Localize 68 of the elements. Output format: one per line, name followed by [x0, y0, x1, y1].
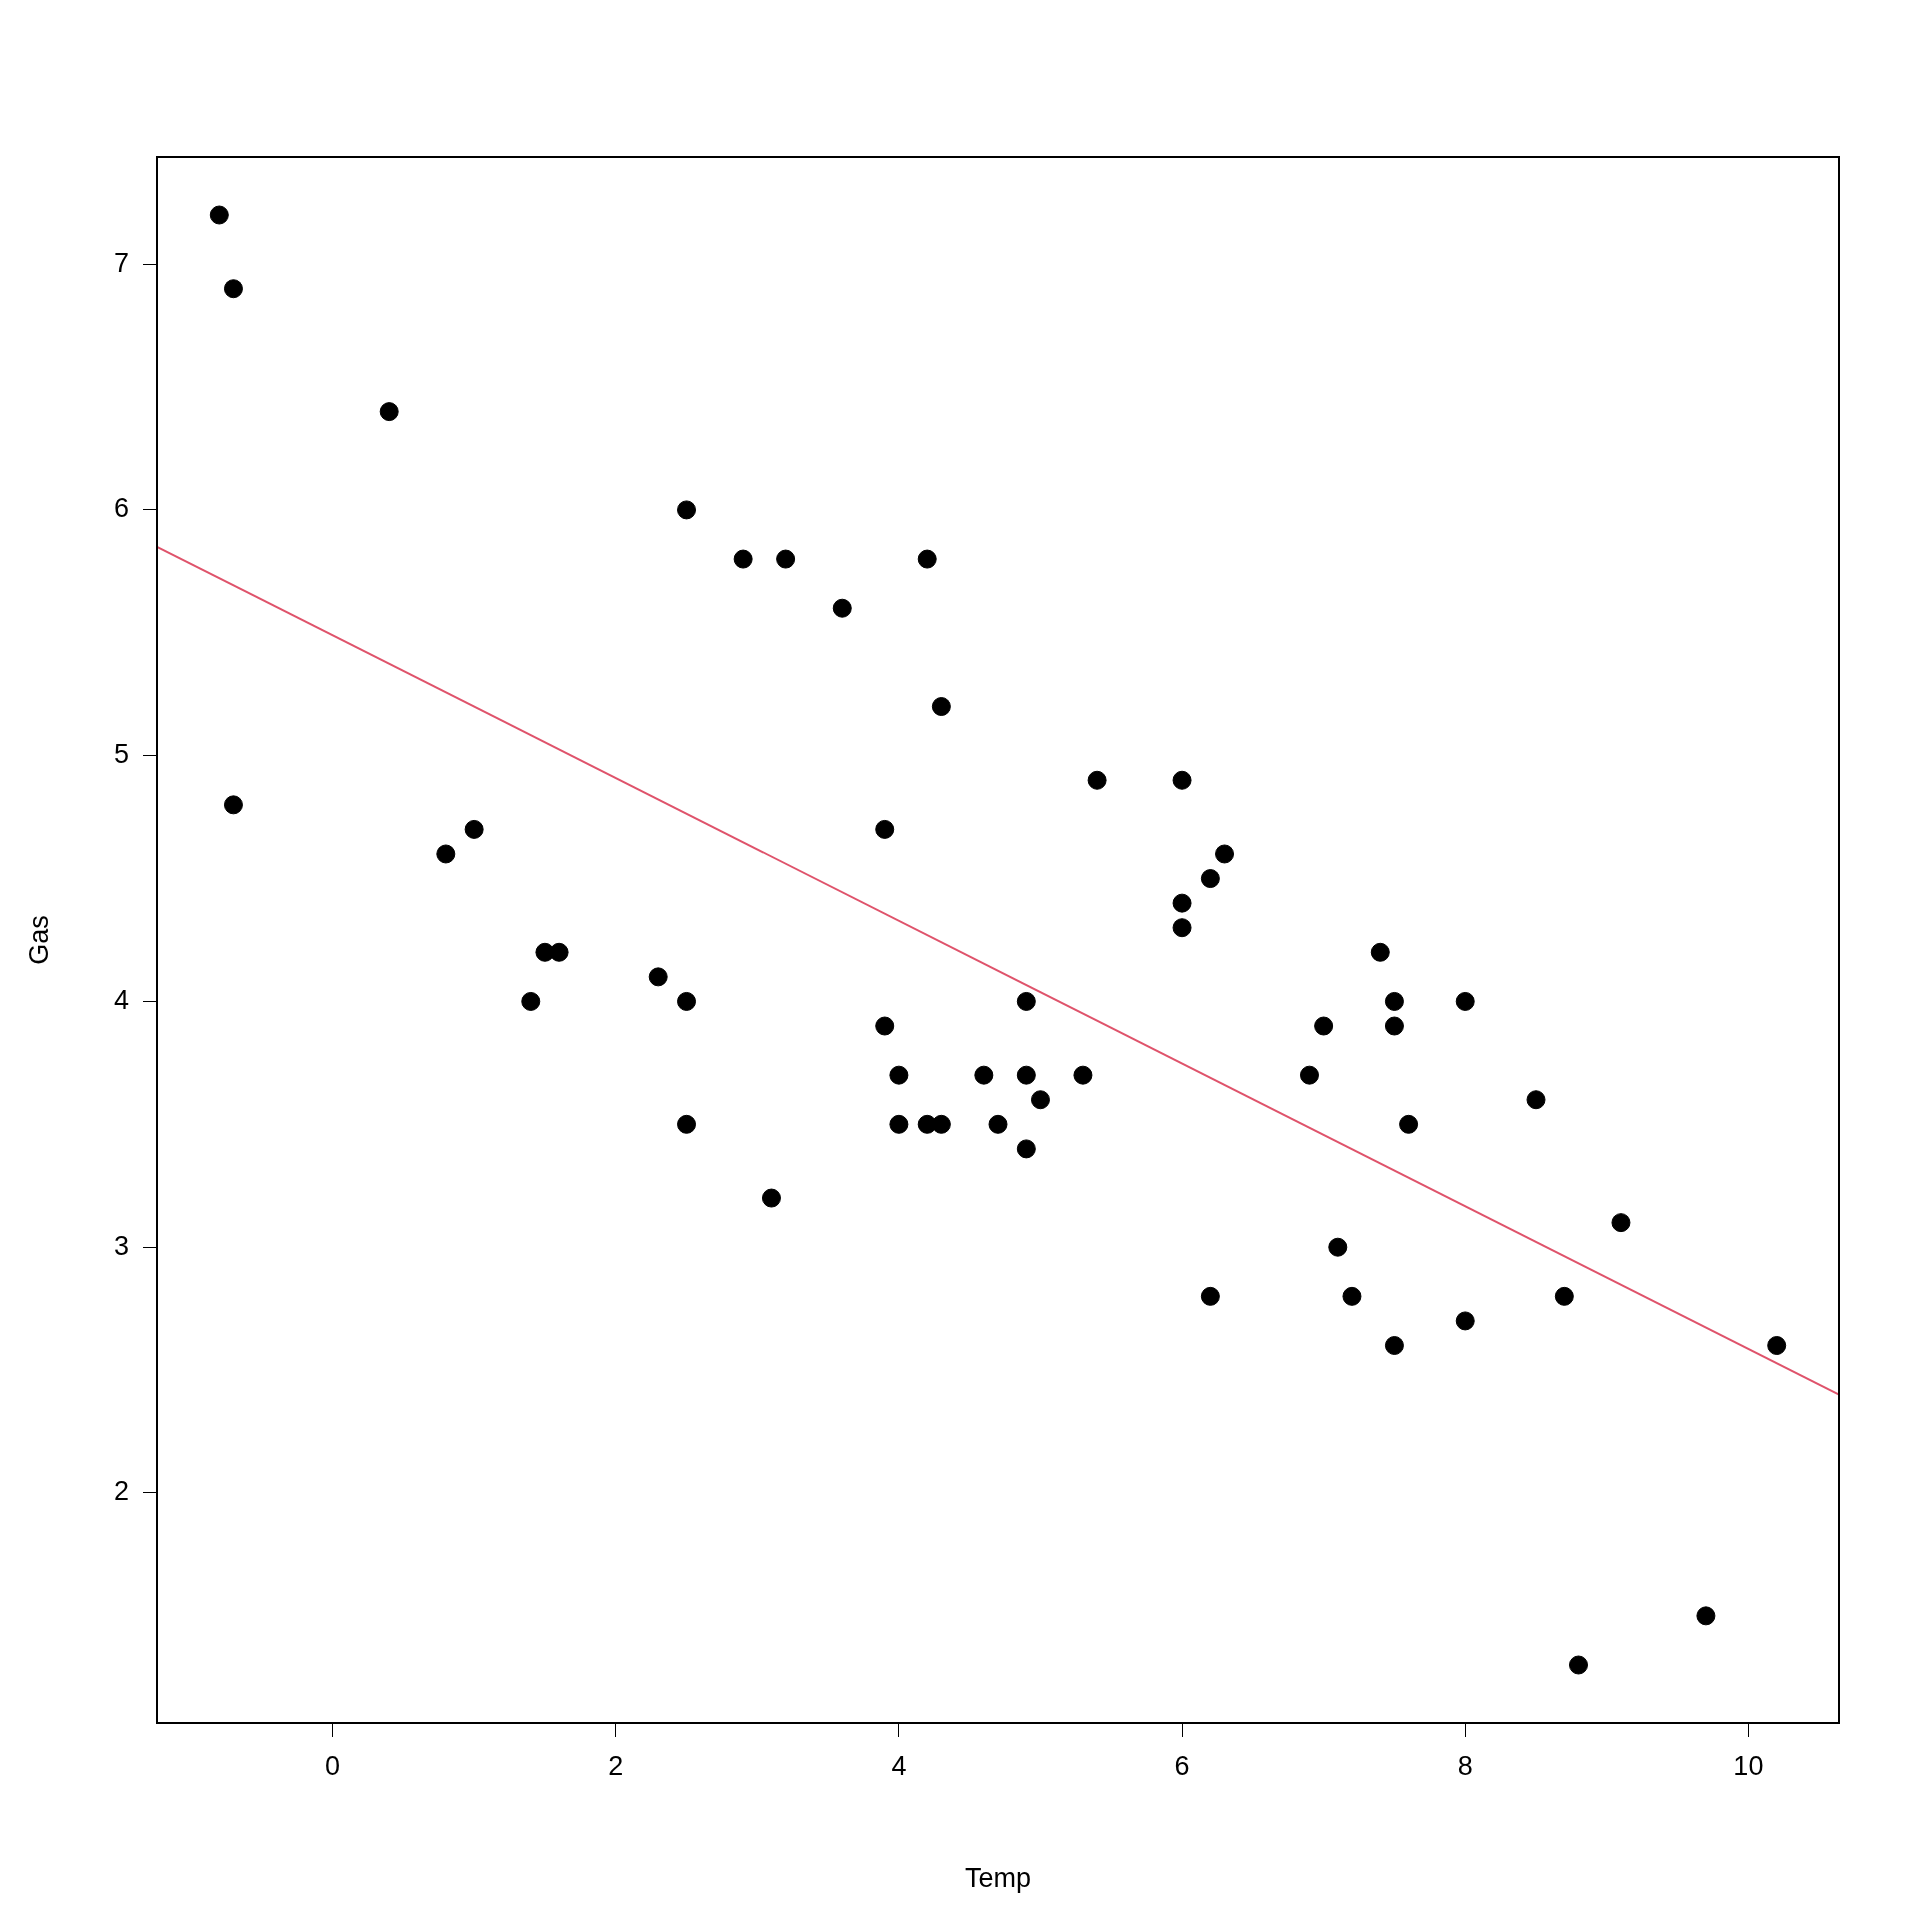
- point: [1611, 1213, 1631, 1233]
- point: [1087, 770, 1107, 790]
- point: [1172, 918, 1192, 938]
- point: [1384, 991, 1404, 1011]
- y-tick-label: 2: [113, 1476, 129, 1507]
- point: [1030, 1090, 1050, 1110]
- point: [1314, 1016, 1334, 1036]
- point: [875, 819, 895, 839]
- x-tick-label: 2: [608, 1750, 624, 1781]
- point: [521, 991, 541, 1011]
- point: [1172, 770, 1192, 790]
- point: [1384, 1336, 1404, 1356]
- point: [761, 1188, 781, 1208]
- point: [988, 1114, 1008, 1134]
- y-tick-label: 7: [113, 247, 129, 278]
- x-tick-label: 10: [1733, 1750, 1764, 1781]
- point: [379, 402, 399, 422]
- y-tick-label: 6: [113, 493, 129, 524]
- point: [1526, 1090, 1546, 1110]
- point: [549, 942, 569, 962]
- point: [1455, 991, 1475, 1011]
- y-tick-label: 3: [113, 1230, 129, 1261]
- point: [776, 549, 796, 569]
- point: [436, 844, 456, 864]
- point: [733, 549, 753, 569]
- x-axis-title: Temp: [964, 1863, 1032, 1894]
- point: [1016, 1065, 1036, 1085]
- point: [832, 598, 852, 618]
- point: [1200, 1286, 1220, 1306]
- point: [889, 1114, 909, 1134]
- point: [1568, 1655, 1588, 1675]
- point: [209, 205, 229, 225]
- point: [889, 1065, 909, 1085]
- point: [1399, 1114, 1419, 1134]
- point: [648, 967, 668, 987]
- x-tick-label: 6: [1174, 1750, 1190, 1781]
- point: [875, 1016, 895, 1036]
- point: [931, 697, 951, 717]
- point: [464, 819, 484, 839]
- point: [1215, 844, 1235, 864]
- point: [1342, 1286, 1362, 1306]
- point: [1696, 1606, 1716, 1626]
- point: [1299, 1065, 1319, 1085]
- y-tick-label: 5: [113, 739, 129, 770]
- y-axis-title: Gas: [23, 915, 54, 965]
- point: [677, 500, 697, 520]
- point: [1016, 1139, 1036, 1159]
- point: [223, 279, 243, 299]
- point: [677, 991, 697, 1011]
- point: [223, 795, 243, 815]
- x-tick-label: 8: [1457, 1750, 1473, 1781]
- y-tick-label: 4: [113, 984, 129, 1015]
- point: [1370, 942, 1390, 962]
- x-tick-label: 0: [325, 1750, 341, 1781]
- point: [1384, 1016, 1404, 1036]
- point: [677, 1114, 697, 1134]
- x-tick-label: 4: [891, 1750, 907, 1781]
- point: [931, 1114, 951, 1134]
- point: [1328, 1237, 1348, 1257]
- point: [1554, 1286, 1574, 1306]
- point: [1016, 991, 1036, 1011]
- point: [1767, 1336, 1787, 1356]
- point: [1455, 1311, 1475, 1331]
- point: [974, 1065, 994, 1085]
- point: [1200, 869, 1220, 889]
- point: [1073, 1065, 1093, 1085]
- point: [917, 549, 937, 569]
- point: [1172, 893, 1192, 913]
